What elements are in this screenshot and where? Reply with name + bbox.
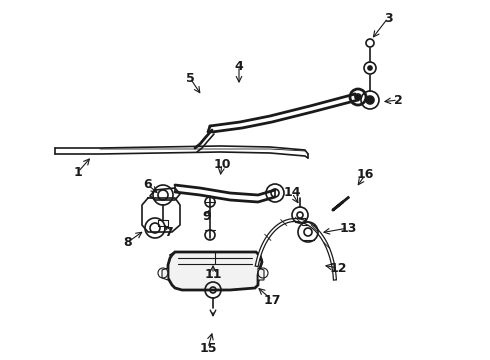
Text: 17: 17 [263, 293, 281, 306]
Text: 2: 2 [393, 94, 402, 107]
Text: 8: 8 [123, 235, 132, 248]
Polygon shape [168, 252, 262, 290]
Text: 13: 13 [339, 221, 357, 234]
Polygon shape [162, 268, 168, 280]
Text: 10: 10 [213, 158, 231, 171]
Text: 9: 9 [203, 210, 211, 222]
Text: 4: 4 [235, 59, 244, 72]
Text: 14: 14 [283, 186, 301, 199]
Text: 1: 1 [74, 166, 82, 179]
Circle shape [366, 96, 374, 104]
Text: 7: 7 [164, 225, 172, 238]
Text: 16: 16 [356, 168, 374, 181]
Text: 5: 5 [186, 72, 195, 85]
Circle shape [355, 94, 361, 100]
Circle shape [368, 66, 372, 70]
Text: 3: 3 [384, 12, 392, 24]
Text: 12: 12 [329, 261, 347, 274]
Polygon shape [170, 252, 262, 286]
Text: 6: 6 [144, 179, 152, 192]
Polygon shape [258, 268, 264, 280]
Text: 11: 11 [204, 267, 222, 280]
Text: 15: 15 [199, 342, 217, 355]
